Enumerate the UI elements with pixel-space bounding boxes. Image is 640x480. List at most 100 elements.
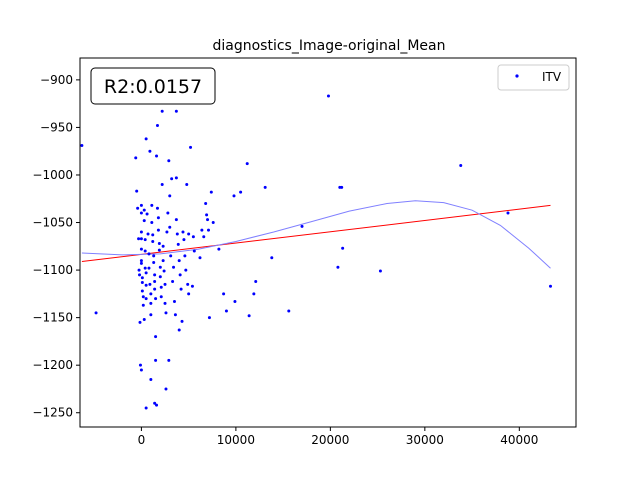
data-point: [159, 285, 163, 289]
data-point: [152, 260, 156, 264]
data-point: [138, 320, 142, 324]
data-point: [148, 149, 152, 153]
data-point: [157, 241, 161, 245]
data-point: [140, 276, 144, 280]
data-point: [160, 109, 164, 113]
data-point: [189, 145, 193, 149]
data-point: [150, 203, 154, 207]
data-point: [143, 238, 147, 242]
data-point: [139, 230, 143, 234]
data-point: [187, 292, 191, 296]
data-point: [168, 225, 172, 229]
y-axis-ticks: −900 −950 −1000 −1050 −1100 −1150 −1200 −1250: [32, 73, 80, 420]
data-point: [141, 303, 145, 307]
data-point: [170, 177, 174, 181]
data-point: [163, 301, 167, 305]
data-point: [168, 194, 172, 198]
y-tick-label: −950: [40, 120, 73, 134]
data-point: [144, 406, 148, 410]
data-point: [144, 271, 148, 275]
data-point: [141, 295, 145, 299]
data-point: [183, 254, 187, 258]
data-point: [139, 211, 143, 215]
data-point: [181, 230, 185, 234]
r2-annotation-box: R2:0.0157: [90, 67, 216, 105]
plot-area: [80, 58, 576, 427]
data-point: [178, 273, 182, 277]
data-point: [287, 309, 291, 313]
data-point: [167, 159, 171, 163]
data-point: [147, 266, 151, 270]
data-point: [160, 182, 164, 186]
data-point: [165, 230, 169, 234]
x-axis-ticks: 0 10000 20000 30000 40000: [138, 427, 538, 447]
data-point: [144, 137, 148, 141]
y-tick-label: −1250: [32, 406, 73, 420]
data-point: [143, 249, 147, 253]
data-point: [164, 311, 168, 315]
data-point: [156, 228, 160, 232]
y-tick-label: −1150: [32, 311, 73, 325]
data-point: [174, 109, 178, 113]
data-point: [202, 235, 206, 239]
data-point: [139, 247, 143, 251]
data-point: [172, 265, 176, 269]
data-point: [146, 232, 150, 236]
data-point: [145, 212, 149, 216]
chart-title: diagnostics_Image-original_Mean: [213, 38, 446, 54]
data-point: [176, 242, 180, 246]
data-point: [149, 377, 153, 381]
data-point: [336, 265, 340, 269]
data-point: [134, 156, 138, 160]
data-point: [172, 299, 176, 303]
data-point: [94, 311, 98, 315]
data-point: [506, 211, 510, 215]
data-point: [137, 237, 141, 241]
data-point: [169, 254, 173, 258]
data-point: [151, 233, 155, 237]
data-point: [80, 143, 84, 147]
data-points: [80, 94, 552, 410]
data-point: [139, 368, 143, 372]
data-point: [136, 206, 140, 210]
data-point: [166, 211, 170, 215]
data-point: [198, 256, 202, 260]
plot-frame: [79, 57, 577, 428]
data-point: [149, 313, 153, 317]
data-point: [144, 283, 148, 287]
data-point: [300, 224, 304, 228]
data-point: [252, 292, 256, 296]
data-point: [153, 279, 157, 283]
data-point: [177, 328, 181, 332]
legend: ITV: [497, 64, 570, 91]
data-point: [174, 176, 178, 180]
data-point: [174, 218, 178, 222]
data-point: [206, 228, 210, 232]
data-point: [186, 282, 190, 286]
data-point: [205, 213, 209, 217]
poly-fit-curve: [81, 200, 551, 269]
data-point: [149, 292, 153, 296]
data-point: [180, 319, 184, 323]
legend-label-itv: ITV: [542, 70, 562, 84]
data-point: [155, 154, 159, 158]
data-point: [341, 246, 345, 250]
data-point: [184, 268, 188, 272]
data-point: [153, 401, 157, 405]
data-point: [137, 268, 141, 272]
data-point: [167, 358, 171, 362]
y-tick-label: −900: [40, 73, 73, 87]
fit-lines: [81, 200, 551, 269]
data-point: [233, 299, 237, 303]
data-point: [144, 297, 148, 301]
data-point: [185, 182, 189, 186]
data-point: [209, 190, 213, 194]
data-point: [153, 287, 157, 291]
data-point: [142, 219, 146, 223]
data-point: [177, 259, 181, 263]
data-point: [155, 124, 159, 128]
data-point: [154, 297, 158, 301]
y-tick-label: −1200: [32, 358, 73, 372]
data-point: [139, 259, 143, 263]
data-point: [207, 316, 211, 320]
